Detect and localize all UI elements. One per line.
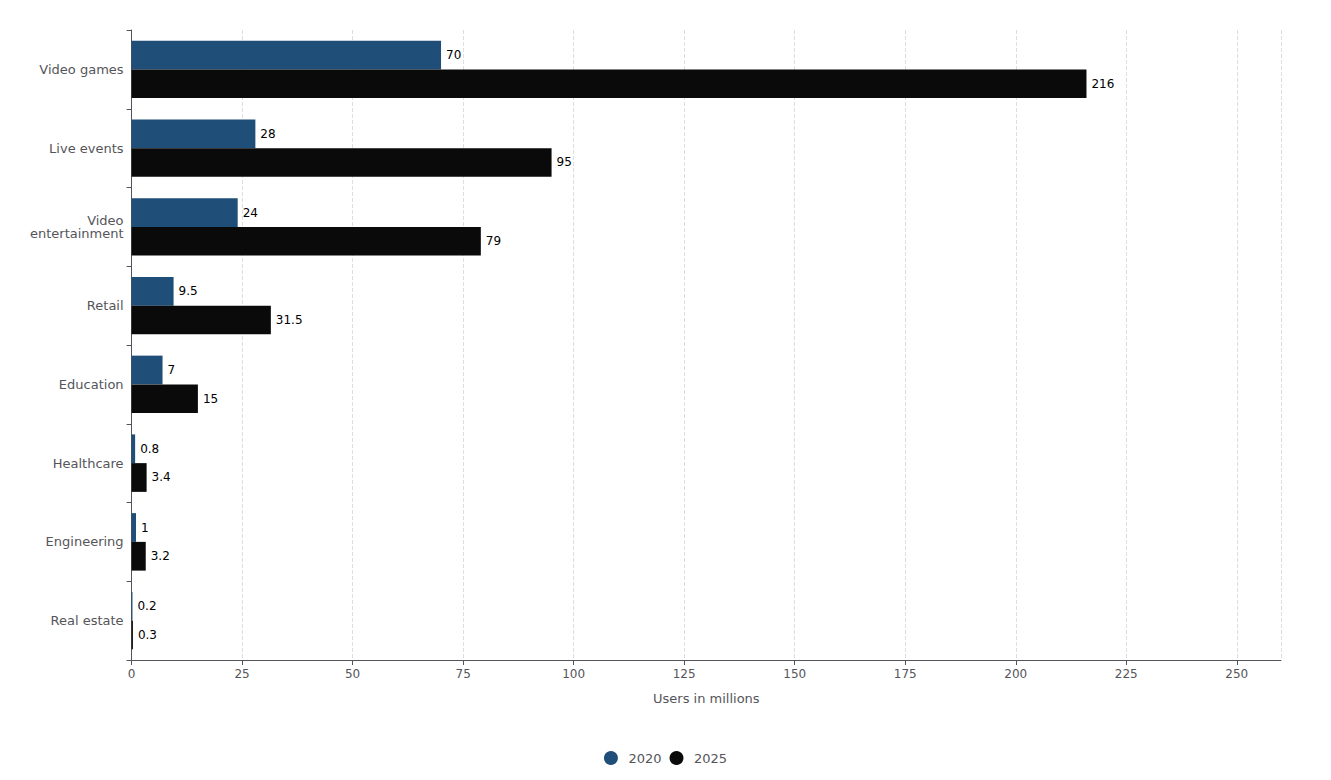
svg-text:79: 79 <box>486 234 501 248</box>
svg-text:250: 250 <box>1225 667 1248 681</box>
svg-text:0.3: 0.3 <box>138 628 157 642</box>
svg-text:200: 200 <box>1004 667 1027 681</box>
svg-text:1: 1 <box>141 521 149 535</box>
svg-text:Engineering: Engineering <box>46 534 124 549</box>
svg-text:75: 75 <box>456 667 471 681</box>
svg-text:31.5: 31.5 <box>276 313 303 327</box>
svg-text:Retail: Retail <box>87 298 124 313</box>
svg-text:95: 95 <box>557 155 572 169</box>
svg-text:0.8: 0.8 <box>140 442 159 456</box>
svg-text:entertainment: entertainment <box>30 226 124 241</box>
svg-text:Video games: Video games <box>39 62 123 77</box>
svg-text:70: 70 <box>446 48 461 62</box>
svg-text:Live events: Live events <box>49 141 124 156</box>
svg-text:150: 150 <box>783 667 806 681</box>
svg-text:0.2: 0.2 <box>137 599 156 613</box>
svg-text:9.5: 9.5 <box>179 284 198 298</box>
svg-text:225: 225 <box>1115 667 1138 681</box>
svg-text:Education: Education <box>59 377 124 392</box>
svg-text:Real estate: Real estate <box>50 613 123 628</box>
svg-text:0: 0 <box>128 667 136 681</box>
svg-text:2025: 2025 <box>694 751 727 766</box>
svg-text:3.2: 3.2 <box>151 549 170 563</box>
svg-text:24: 24 <box>243 206 258 220</box>
svg-text:2020: 2020 <box>628 751 661 766</box>
svg-text:Healthcare: Healthcare <box>53 456 124 471</box>
svg-text:28: 28 <box>260 127 275 141</box>
svg-text:50: 50 <box>345 667 360 681</box>
svg-text:25: 25 <box>234 667 249 681</box>
svg-text:15: 15 <box>203 392 218 406</box>
svg-text:216: 216 <box>1091 77 1114 91</box>
svg-text:175: 175 <box>894 667 917 681</box>
svg-text:7: 7 <box>168 363 176 377</box>
svg-text:3.4: 3.4 <box>152 470 171 484</box>
svg-text:Video: Video <box>87 212 124 228</box>
svg-text:100: 100 <box>562 667 585 681</box>
svg-text:125: 125 <box>673 667 696 681</box>
svg-text:Users in millions: Users in millions <box>653 691 760 706</box>
